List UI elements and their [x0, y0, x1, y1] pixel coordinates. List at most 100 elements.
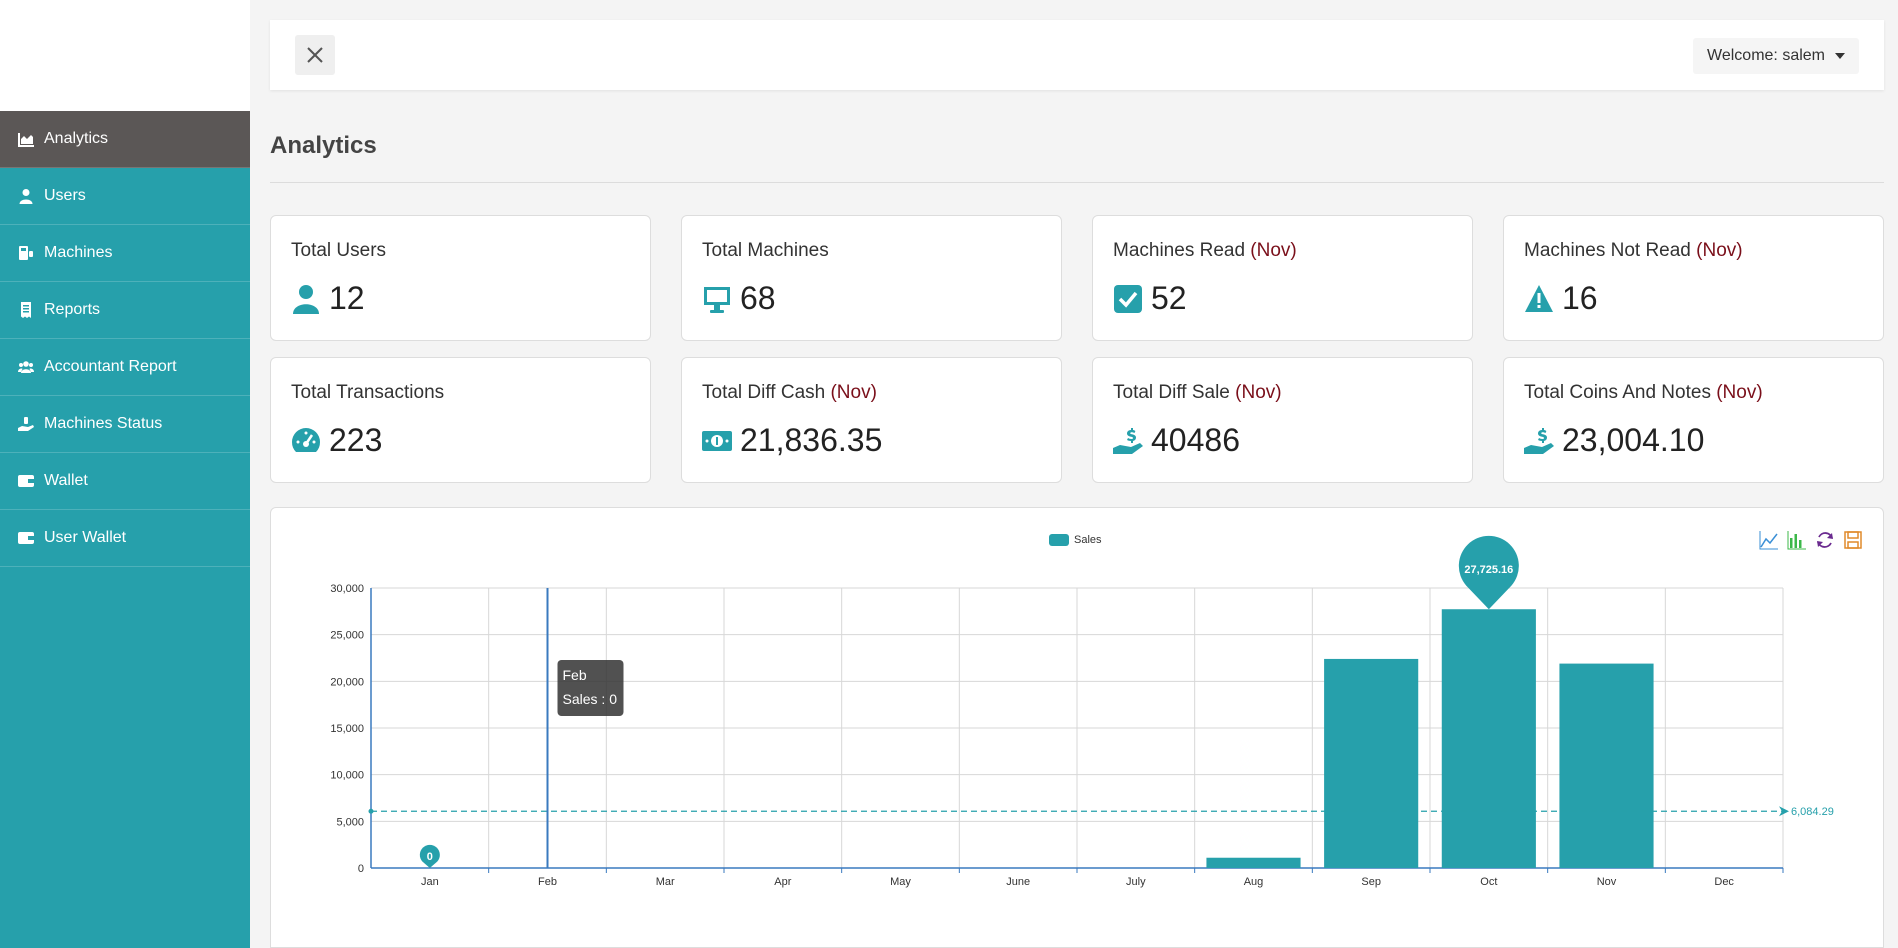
y-tick-label: 25,000 — [330, 630, 364, 642]
sidebar-item-reports[interactable]: Reports — [0, 282, 250, 339]
y-tick-label: 10,000 — [330, 770, 364, 782]
save-image-icon[interactable] — [1843, 530, 1863, 550]
card-value: 12 — [329, 280, 365, 316]
card-title: Machines Not Read — [1524, 240, 1697, 261]
close-sidebar-button[interactable] — [295, 35, 335, 75]
user-menu-dropdown[interactable]: Welcome: salem — [1693, 38, 1859, 74]
x-tick-label: July — [1126, 876, 1146, 888]
x-tick-label: Nov — [1597, 876, 1617, 888]
wallet-icon — [16, 472, 36, 490]
card-title-suffix: (Nov) — [1716, 382, 1763, 403]
x-tick-label: Jan — [421, 876, 439, 888]
hand-holding-usd-icon — [1113, 425, 1143, 457]
card-title: Total Diff Sale — [1113, 382, 1236, 403]
chart-area-icon — [16, 130, 36, 148]
sidebar-item-label: Reports — [44, 301, 101, 318]
users-icon — [16, 358, 36, 376]
caret-down-icon — [1835, 53, 1845, 59]
card-title: Total Diff Cash — [702, 382, 831, 403]
sidebar-item-label: User Wallet — [44, 529, 127, 546]
legend-label: Sales — [1074, 534, 1102, 546]
y-tick-label: 0 — [358, 863, 364, 875]
x-tick-label: Oct — [1480, 876, 1497, 888]
x-tick-label: Dec — [1714, 876, 1734, 888]
receipt-icon — [16, 301, 36, 319]
hand-holding-usd-icon — [1524, 425, 1554, 457]
x-tick-label: Mar — [656, 876, 675, 888]
tooltip-box — [557, 660, 624, 716]
welcome-label: Welcome: salem — [1707, 47, 1825, 64]
y-tick-label: 30,000 — [330, 583, 364, 595]
card-machines-read: Machines Read (Nov) 52 — [1092, 215, 1473, 341]
sidebar-item-wallet[interactable]: Wallet — [0, 453, 250, 510]
sidebar: Analytics Users Machines Reports Account… — [0, 0, 250, 948]
sidebar-item-analytics[interactable]: Analytics — [0, 111, 250, 168]
close-icon — [307, 47, 323, 63]
x-tick-label: Feb — [538, 876, 557, 888]
line-chart-icon[interactable] — [1759, 530, 1779, 550]
card-value: 52 — [1151, 280, 1187, 316]
y-tick-label: 15,000 — [330, 723, 364, 735]
card-value: 23,004.10 — [1562, 422, 1705, 458]
card-total-coins-and-notes: Total Coins And Notes (Nov) 23,004.10 — [1503, 357, 1884, 483]
sidebar-item-machines[interactable]: Machines — [0, 225, 250, 282]
sidebar-item-machines-status[interactable]: Machines Status — [0, 396, 250, 453]
average-line-label: 6,084.29 — [1791, 806, 1834, 818]
x-tick-label: May — [890, 876, 911, 888]
average-line-start — [368, 808, 374, 814]
card-total-machines: Total Machines 68 — [681, 215, 1062, 341]
bar-chart-icon[interactable] — [1787, 530, 1807, 550]
legend-swatch — [1049, 534, 1069, 546]
check-square-icon — [1113, 283, 1143, 315]
tooltip-value: Sales : 0 — [563, 691, 618, 707]
hand-holding-icon — [16, 415, 36, 433]
x-tick-label: June — [1006, 876, 1030, 888]
average-line-arrow — [1779, 806, 1789, 817]
card-machines-not-read: Machines Not Read (Nov) 16 — [1503, 215, 1884, 341]
card-value: 68 — [740, 280, 776, 316]
sidebar-item-label: Wallet — [44, 472, 88, 489]
page-title: Analytics — [270, 132, 377, 159]
card-title: Total Machines — [702, 240, 829, 261]
bar — [1324, 658, 1419, 868]
x-tick-label: Apr — [774, 876, 791, 888]
card-total-users: Total Users 12 — [270, 215, 651, 341]
x-tick-label: Aug — [1244, 876, 1264, 888]
y-tick-label: 5,000 — [336, 816, 364, 828]
card-value: 223 — [329, 422, 383, 458]
card-title-suffix: (Nov) — [830, 382, 877, 403]
sidebar-item-label: Machines Status — [44, 415, 163, 432]
card-total-diff-cash: Total Diff Cash (Nov) 21,836.35 — [681, 357, 1062, 483]
topbar: Welcome: salem — [270, 20, 1884, 90]
user-icon — [291, 283, 321, 315]
min-mark-pin — [419, 844, 440, 868]
user-icon — [16, 187, 36, 205]
card-title-suffix: (Nov) — [1696, 240, 1743, 261]
x-tick-label: Sep — [1361, 876, 1381, 888]
chart-toolbox — [1759, 530, 1863, 550]
sidebar-item-user-wallet[interactable]: User Wallet — [0, 510, 250, 567]
sales-chart-panel: 0 5,000 10,000 15,000 20,000 25,000 30,000 Jan F… — [270, 507, 1884, 948]
desktop-icon — [702, 283, 732, 315]
sales-chart: 0 5,000 10,000 15,000 20,000 25,000 30,000 Jan F… — [330, 534, 1834, 888]
card-title: Total Transactions — [291, 382, 445, 403]
min-mark-label: 0 — [427, 851, 433, 863]
card-title: Total Coins And Notes — [1524, 382, 1717, 403]
sidebar-logo-area — [0, 0, 250, 111]
card-value: 21,836.35 — [740, 422, 883, 458]
tooltip-title: Feb — [563, 667, 587, 683]
sidebar-item-label: Analytics — [44, 130, 109, 147]
sidebar-item-label: Users — [44, 187, 86, 204]
bar — [1559, 663, 1654, 868]
tachometer-icon — [291, 425, 321, 457]
card-title: Total Users — [291, 240, 387, 261]
y-tick-label: 20,000 — [330, 676, 364, 688]
machine-icon — [16, 244, 36, 262]
sidebar-item-accountant-report[interactable]: Accountant Report — [0, 339, 250, 396]
sidebar-item-users[interactable]: Users — [0, 168, 250, 225]
card-value: 40486 — [1151, 422, 1240, 458]
sidebar-item-label: Accountant Report — [44, 358, 177, 375]
card-value: 16 — [1562, 280, 1598, 316]
bar — [1206, 857, 1301, 868]
restore-icon[interactable] — [1815, 530, 1835, 550]
